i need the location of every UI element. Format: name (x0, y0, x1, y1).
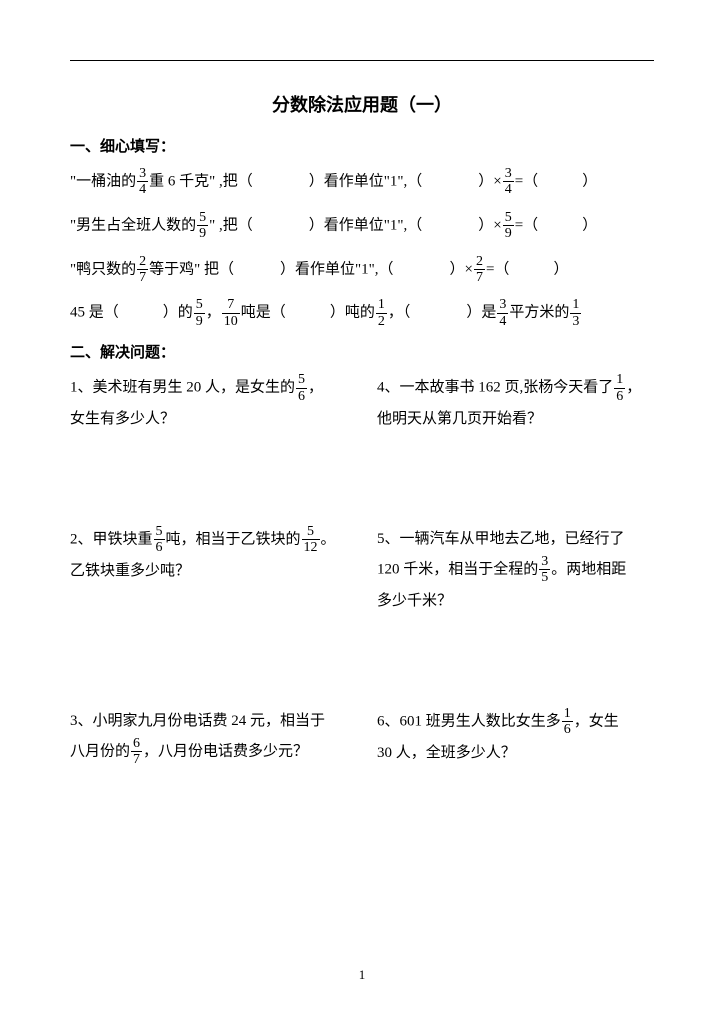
text: "男生占全班人数的 (70, 217, 196, 233)
section-1-head: 一、细心填写： (70, 135, 654, 156)
page-number: 1 (0, 967, 724, 983)
text: 平方米的 (509, 305, 569, 321)
text: 6、601 班男生人数比女生多 (377, 713, 561, 729)
text: ）看作单位"1",（ (309, 173, 423, 189)
text: ， (206, 305, 221, 321)
problem-5: 5、一辆汽车从甲地去乙地，已经行了 120 千米，相当于全程的35。两地相距 多… (377, 524, 654, 616)
fraction: 56 (154, 524, 165, 556)
text: 3、小明家九月份电话费 24 元，相当于 (70, 713, 325, 729)
text: 吨，相当于乙铁块的 (166, 531, 301, 547)
text: 。 (321, 531, 336, 547)
fraction: 12 (376, 297, 387, 329)
problem-3: 3、小明家九月份电话费 24 元，相当于 八月份的67，八月份电话费多少元？ (70, 706, 347, 768)
text: 八月份的 (70, 743, 130, 759)
text: 30 人，全班多少人？ (377, 745, 516, 761)
text: 4、一本故事书 162 页,张杨今天看了 (377, 380, 613, 396)
problem-6: 6、601 班男生人数比女生多16，女生 30 人，全班多少人？ (377, 706, 654, 768)
text: ，（ (388, 305, 411, 321)
fill-line-1: "一桶油的34重 6 千克" ,把（）看作单位"1",（）×34=（） (70, 166, 654, 198)
problem-1: 1、美术班有男生 20 人，是女生的56， 女生有多少人？ (70, 372, 347, 434)
fraction: 512 (302, 524, 320, 556)
text: ，女生 (574, 713, 619, 729)
text: ）看作单位"1",（ (280, 261, 394, 277)
text: ）× (450, 261, 473, 277)
page-title: 分数除法应用题（一） (70, 91, 654, 117)
text: "鸭只数的 (70, 261, 136, 277)
text: 等于鸡" 把（ (149, 261, 234, 277)
text: ）× (478, 217, 501, 233)
text: ， (626, 380, 641, 396)
text: 女生有多少人？ (70, 411, 175, 427)
fill-line-4: 45 是（ ）的59，710吨是（ ）吨的12，（ ）是34平方米的13 (70, 297, 654, 329)
fraction: 35 (539, 554, 550, 586)
text: =（ (486, 261, 509, 277)
text: ）看作单位"1",（ (309, 217, 423, 233)
fraction: 34 (503, 166, 514, 198)
fraction: 16 (562, 706, 573, 738)
problem-row-2: 2、甲铁块重56吨，相当于乙铁块的512。 乙铁块重多少吨？ 5、一辆汽车从甲地… (70, 524, 654, 616)
text: ）的 (163, 305, 193, 321)
fraction: 34 (137, 166, 148, 198)
problem-4: 4、一本故事书 162 页,张杨今天看了16， 他明天从第几页开始看？ (377, 372, 654, 434)
text: ） (582, 217, 597, 233)
text: 重 6 千克" ,把（ (149, 173, 253, 189)
text: 45 是（ (70, 305, 119, 321)
text: ） (553, 261, 568, 277)
text: ）是 (466, 305, 496, 321)
fraction: 59 (503, 210, 514, 242)
text: ，八月份电话费多少元？ (143, 743, 308, 759)
top-rule (70, 60, 654, 61)
fraction: 34 (497, 297, 508, 329)
text: 多少千米？ (377, 593, 452, 609)
fraction: 710 (222, 297, 240, 329)
fraction: 16 (614, 372, 625, 404)
fraction: 59 (194, 297, 205, 329)
text: 。两地相距 (551, 561, 626, 577)
text: "一桶油的 (70, 173, 136, 189)
text: 乙铁块重多少吨？ (70, 563, 190, 579)
problem-row-3: 3、小明家九月份电话费 24 元，相当于 八月份的67，八月份电话费多少元？ 6… (70, 706, 654, 768)
fraction: 59 (197, 210, 208, 242)
text: " ,把（ (209, 217, 253, 233)
text: 1、美术班有男生 20 人，是女生的 (70, 380, 295, 396)
fraction: 56 (296, 372, 307, 404)
text: 120 千米，相当于全程的 (377, 561, 538, 577)
problem-row-1: 1、美术班有男生 20 人，是女生的56， 女生有多少人？ 4、一本故事书 16… (70, 372, 654, 434)
fraction: 27 (137, 254, 148, 286)
text: 5、一辆汽车从甲地去乙地，已经行了 (377, 531, 625, 547)
fraction: 67 (131, 736, 142, 768)
section-2-head: 二、解决问题： (70, 341, 654, 362)
fill-line-3: "鸭只数的27等于鸡" 把（）看作单位"1",（）×27=（） (70, 254, 654, 286)
text: ）吨的 (330, 305, 375, 321)
text: 2、甲铁块重 (70, 531, 153, 547)
text: ）× (478, 173, 501, 189)
page: 分数除法应用题（一） 一、细心填写： "一桶油的34重 6 千克" ,把（）看作… (0, 0, 724, 1023)
text: =（ (515, 217, 538, 233)
fill-line-2: "男生占全班人数的59" ,把（）看作单位"1",（）×59=（） (70, 210, 654, 242)
text: 他明天从第几页开始看？ (377, 411, 542, 427)
fraction: 27 (474, 254, 485, 286)
text: ） (582, 173, 597, 189)
text: ， (308, 380, 323, 396)
text: 吨是（ (241, 305, 286, 321)
text: =（ (515, 173, 538, 189)
problem-2: 2、甲铁块重56吨，相当于乙铁块的512。 乙铁块重多少吨？ (70, 524, 347, 616)
fraction: 13 (570, 297, 581, 329)
